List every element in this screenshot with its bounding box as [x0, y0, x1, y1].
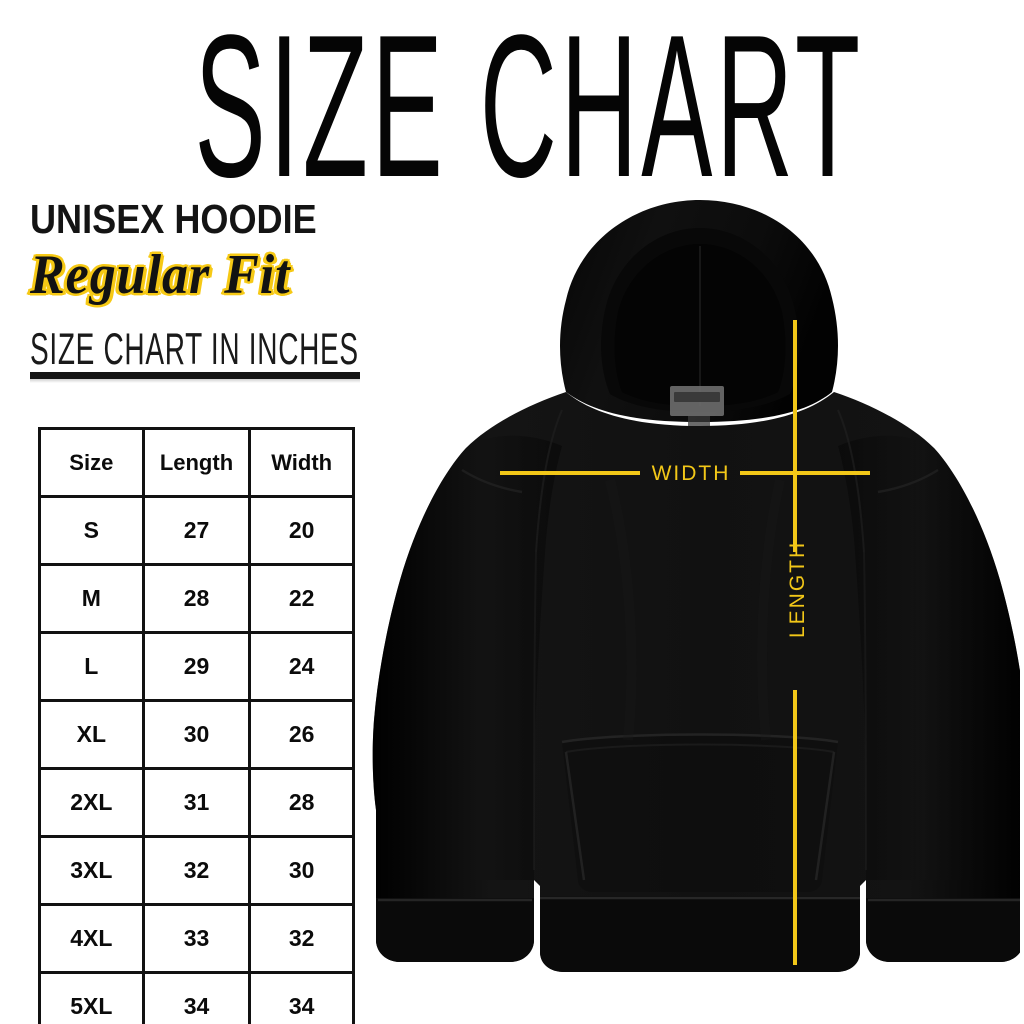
hoodie-graphic: [372, 200, 1020, 972]
column-header-width: Width: [248, 427, 355, 498]
units-heading-underline-shadow: [30, 379, 360, 383]
right-sleeve: [838, 435, 1020, 880]
cell-size: 5XL: [38, 971, 145, 1024]
cell-width: 32: [248, 903, 355, 974]
cell-size: 4XL: [38, 903, 145, 974]
product-fit-label: Regular Fit: [30, 244, 291, 306]
left-sleeve-fold: [461, 468, 523, 494]
pocket-left-seam: [564, 751, 586, 881]
table-row: 4XL 33 32: [38, 903, 355, 974]
product-info-block: UNISEX HOODIE Regular Fit SIZE CHART IN …: [30, 196, 370, 383]
table-row: XL 30 26: [38, 699, 355, 770]
table-row: 2XL 31 28: [38, 767, 355, 838]
body-highlight: [605, 478, 637, 741]
cell-size: 3XL: [38, 835, 145, 906]
cell-size: L: [38, 631, 145, 702]
body-highlight-2: [757, 478, 785, 741]
hoodie-illustration: [370, 180, 1020, 1010]
cell-length: 32: [141, 835, 252, 906]
right-cuff: [866, 898, 1020, 962]
pocket-top-seam: [561, 733, 839, 744]
table-row: S 27 20: [38, 495, 355, 566]
page-title: SIZE CHART: [194, 0, 864, 220]
table-header-row: Size Length Width: [38, 427, 355, 498]
cell-size: 2XL: [38, 767, 145, 838]
pocket-top-seam-2: [565, 743, 835, 753]
cell-length: 27: [141, 495, 252, 566]
units-heading: SIZE CHART IN INCHES: [30, 324, 359, 375]
table-row: L 29 24: [38, 631, 355, 702]
right-shoulder-seam: [837, 409, 865, 553]
cell-width: 20: [248, 495, 355, 566]
cell-width: 34: [248, 971, 355, 1024]
left-sleeve: [372, 435, 562, 880]
table-row: 5XL 34 34: [38, 971, 355, 1024]
left-cuff: [376, 898, 534, 962]
cell-size: S: [38, 495, 145, 566]
cell-length: 33: [141, 903, 252, 974]
right-armhole-seam: [863, 551, 867, 871]
right-sleeve-fold: [877, 468, 939, 494]
units-heading-underline: [30, 372, 360, 379]
units-heading-block: SIZE CHART IN INCHES: [30, 326, 370, 383]
cell-length: 34: [141, 971, 252, 1024]
cell-size: XL: [38, 699, 145, 770]
left-shoulder-seam: [535, 409, 563, 553]
cell-width: 26: [248, 699, 355, 770]
product-name: UNISEX HOODIE: [30, 196, 317, 242]
cell-width: 24: [248, 631, 355, 702]
cell-length: 29: [141, 631, 252, 702]
left-armhole-seam: [533, 551, 537, 871]
table-row: M 28 22: [38, 563, 355, 634]
column-header-size: Size: [38, 427, 145, 498]
cell-length: 31: [141, 767, 252, 838]
table-row: 3XL 32 30: [38, 835, 355, 906]
cell-length: 28: [141, 563, 252, 634]
neck-label-inner: [674, 392, 720, 402]
column-header-length: Length: [141, 427, 252, 498]
cell-size: M: [38, 563, 145, 634]
cell-width: 30: [248, 835, 355, 906]
size-table: Size Length Width S 27 20 M 28 22 L 29 2…: [38, 427, 355, 1024]
cell-width: 22: [248, 563, 355, 634]
pocket-right-seam: [814, 751, 836, 881]
cell-length: 30: [141, 699, 252, 770]
cell-width: 28: [248, 767, 355, 838]
kangaroo-pocket: [562, 734, 838, 892]
bottom-hem: [540, 896, 860, 972]
